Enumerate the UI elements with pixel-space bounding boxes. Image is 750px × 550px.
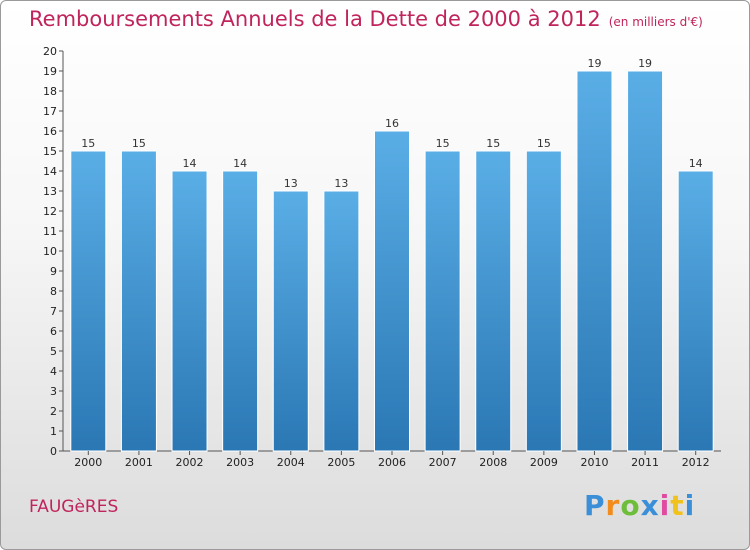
logo-letter: t xyxy=(670,489,685,522)
bar-value-label: 15 xyxy=(486,137,500,150)
logo-letter: i xyxy=(659,489,671,522)
y-tick-label: 2 xyxy=(50,405,57,418)
y-tick-label: 18 xyxy=(43,85,57,98)
bar-value-label: 15 xyxy=(132,137,146,150)
y-tick-label: 10 xyxy=(43,245,57,258)
y-tick-label: 19 xyxy=(43,65,57,78)
y-tick-label: 8 xyxy=(50,285,57,298)
x-tick-label: 2008 xyxy=(479,456,507,469)
x-tick-label: 2005 xyxy=(327,456,355,469)
bar xyxy=(525,150,562,452)
logo-letter: P xyxy=(584,489,606,522)
x-tick-label: 2011 xyxy=(631,456,659,469)
y-tick-label: 1 xyxy=(50,425,57,438)
y-tick-label: 5 xyxy=(50,345,57,358)
x-tick-label: 2009 xyxy=(530,456,558,469)
bar-value-label: 14 xyxy=(233,157,247,170)
y-tick-label: 9 xyxy=(50,265,57,278)
bar xyxy=(120,150,157,452)
y-tick-label: 14 xyxy=(43,165,57,178)
y-tick-label: 16 xyxy=(43,125,57,138)
bar xyxy=(627,70,664,452)
x-tick-label: 2012 xyxy=(682,456,710,469)
chart-unit: (en milliers d'€) xyxy=(608,15,703,29)
bar xyxy=(424,150,461,452)
y-tick-label: 4 xyxy=(50,365,57,378)
bar-value-label: 19 xyxy=(587,57,601,70)
bar-value-label: 13 xyxy=(334,177,348,190)
y-tick-label: 11 xyxy=(43,225,57,238)
bar-value-label: 15 xyxy=(81,137,95,150)
x-tick-label: 2002 xyxy=(176,456,204,469)
chart-title: Remboursements Annuels de la Dette de 20… xyxy=(29,7,703,31)
x-tick-label: 2007 xyxy=(429,456,457,469)
y-tick-label: 17 xyxy=(43,105,57,118)
y-tick-label: 7 xyxy=(50,305,57,318)
bar-value-label: 19 xyxy=(638,57,652,70)
bar-value-label: 15 xyxy=(537,137,551,150)
x-tick-label: 2001 xyxy=(125,456,153,469)
y-tick-label: 12 xyxy=(43,205,57,218)
x-tick-label: 2006 xyxy=(378,456,406,469)
logo-letter: x xyxy=(640,489,660,522)
chart-title-text: Remboursements Annuels de la Dette de 20… xyxy=(29,7,601,31)
bar xyxy=(677,170,714,452)
bar xyxy=(475,150,512,452)
y-tick-label: 0 xyxy=(50,445,57,458)
y-tick-label: 15 xyxy=(43,145,57,158)
bar-value-label: 15 xyxy=(436,137,450,150)
bar xyxy=(374,130,410,452)
x-tick-label: 2000 xyxy=(74,456,102,469)
logo-letter: o xyxy=(620,489,641,522)
bar-value-label: 14 xyxy=(689,157,703,170)
bar xyxy=(222,170,259,452)
bar xyxy=(576,70,613,452)
bar xyxy=(272,190,309,452)
bar-value-label: 13 xyxy=(284,177,298,190)
proxiti-logo: Proxiti xyxy=(584,489,695,522)
logo-letter: i xyxy=(684,489,696,522)
bar xyxy=(171,170,208,452)
bar xyxy=(323,190,360,452)
y-tick-label: 20 xyxy=(43,45,57,58)
x-tick-label: 2003 xyxy=(226,456,254,469)
place-name: FAUGèRES xyxy=(29,497,119,517)
y-tick-label: 6 xyxy=(50,325,57,338)
logo-letter: r xyxy=(605,489,621,522)
x-tick-label: 2010 xyxy=(580,456,608,469)
bar xyxy=(70,150,107,452)
y-tick-label: 3 xyxy=(50,385,57,398)
bar-value-label: 16 xyxy=(385,117,399,130)
bar-value-label: 14 xyxy=(183,157,197,170)
y-tick-label: 13 xyxy=(43,185,57,198)
x-tick-label: 2004 xyxy=(277,456,305,469)
